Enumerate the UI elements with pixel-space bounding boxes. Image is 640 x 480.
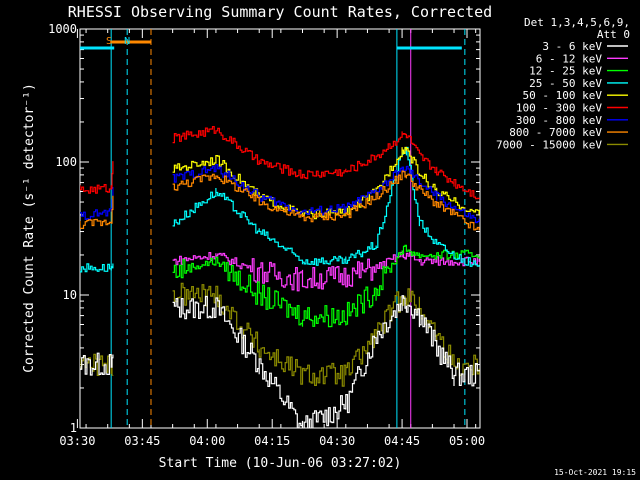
series-line-7 [80,195,114,229]
x-axis-label: Start Time (10-Jun-06 03:27:02) [159,456,402,471]
legend-label: 3 - 6 keV [542,40,602,53]
annotation-label: N [124,36,130,47]
annotation-label: S [106,36,112,47]
series-line-6 [80,187,114,221]
series-line-0 [172,295,480,428]
series-group-2 [172,244,480,328]
x-tick-label: 04:00 [189,434,225,448]
series-group-7 [80,170,480,231]
y-tick-label: 100 [55,155,77,169]
footer-timestamp: 15-Oct-2021 19:15 [554,468,636,477]
series-group-4 [172,146,480,220]
x-tick-label: 03:45 [124,434,160,448]
legend-header-line-1: Det 1,3,4,5,6,9, [524,16,630,29]
series-line-5 [80,161,114,194]
series-line-6 [172,164,480,224]
y-axis-label: Corrected Count Rate (s⁻¹ detector⁻¹) [22,83,37,373]
y-tick-label: 1000 [48,22,77,36]
legend-label: 100 - 300 keV [516,102,602,115]
series-line-7 [172,170,480,231]
x-tick-label: 03:30 [59,434,95,448]
series-line-1 [172,250,480,292]
x-tick-label: 05:00 [449,434,485,448]
series-group-5 [80,126,480,200]
x-tick-label: 04:30 [319,434,355,448]
series-group-3 [80,146,480,273]
series-group-1 [172,250,480,292]
series-line-3 [172,146,480,267]
series-line-5 [172,126,480,200]
series-line-4 [172,146,480,220]
legend-label: 25 - 50 keV [529,77,602,90]
series-group-0 [80,295,480,428]
x-tick-label: 04:15 [254,434,290,448]
legend-label: 12 - 25 keV [529,65,602,78]
legend-label: 50 - 100 keV [523,89,603,102]
series-line-0 [80,352,114,376]
chart-title: RHESSI Observing Summary Count Rates, Co… [68,3,492,21]
legend-label: 300 - 800 keV [516,114,602,127]
y-tick-label: 10 [63,288,77,302]
series-line-3 [80,263,114,273]
legend-header-line-2: Att 0 [597,28,630,41]
legend-label: 7000 - 15000 keV [496,138,602,151]
x-tick-label: 04:45 [384,434,420,448]
y-tick-label: 1 [70,421,77,435]
plot-layer: 1 10 100 1000 03:30 03:45 04:00 04:15 04:30 04:45… [48,22,485,448]
series-line-2 [172,244,480,328]
legend-label: 6 - 12 keV [536,52,603,65]
legend-label: 800 - 7000 keV [509,126,602,139]
series-group-6 [80,164,480,224]
